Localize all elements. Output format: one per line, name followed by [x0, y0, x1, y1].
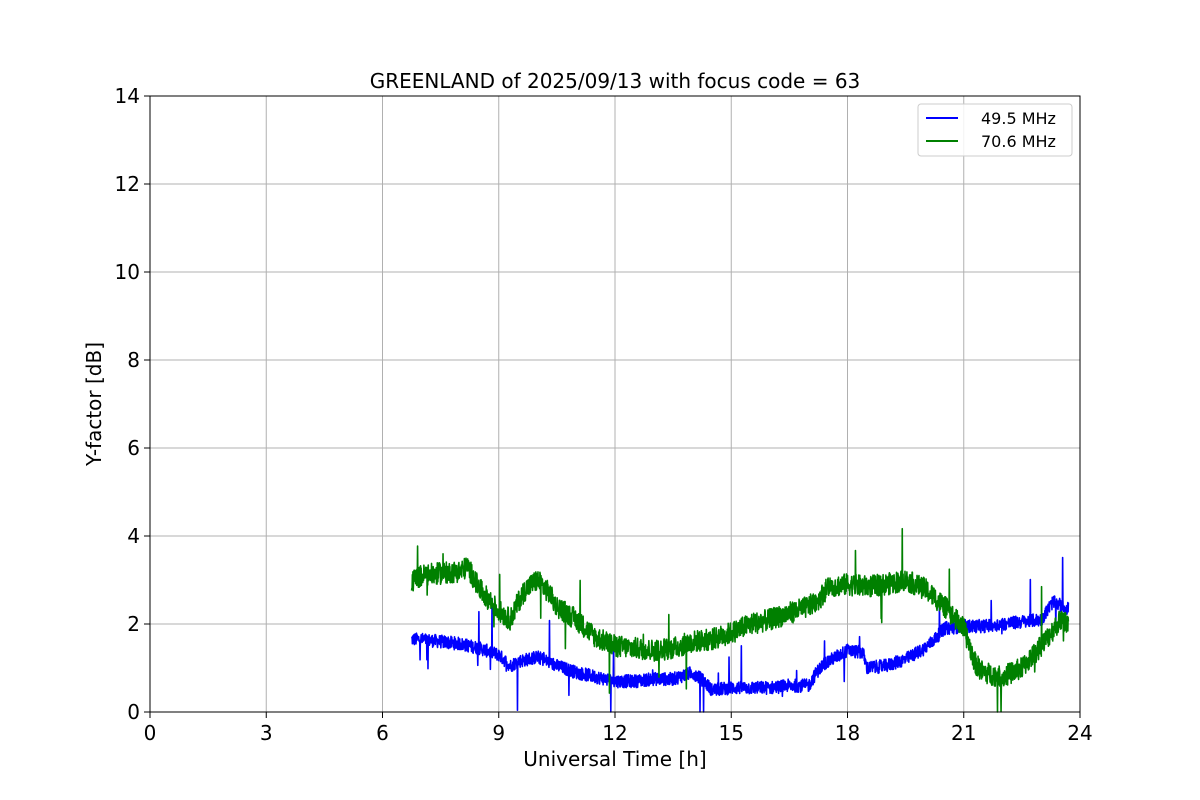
- chart-title: GREENLAND of 2025/09/13 with focus code …: [370, 69, 861, 93]
- x-tick-label: 24: [1067, 721, 1092, 745]
- y-axis-label: Y-factor [dB]: [82, 342, 106, 467]
- x-tick-label: 9: [492, 721, 505, 745]
- series-line-1: [410, 527, 1070, 713]
- y-tick-label: 10: [115, 260, 140, 284]
- x-axis-label: Universal Time [h]: [523, 747, 706, 771]
- y-tick-label: 12: [115, 172, 140, 196]
- x-tick-label: 12: [602, 721, 627, 745]
- x-tick-label: 6: [376, 721, 389, 745]
- y-tick-label: 4: [127, 524, 140, 548]
- x-tick-label: 18: [835, 721, 860, 745]
- x-tick-label: 3: [260, 721, 273, 745]
- x-tick-label: 0: [144, 721, 157, 745]
- y-tick-label: 14: [115, 84, 140, 108]
- legend-label: 70.6 MHz: [981, 132, 1056, 151]
- x-tick-label: 15: [719, 721, 744, 745]
- y-tick-label: 0: [127, 700, 140, 724]
- y-tick-label: 6: [127, 436, 140, 460]
- y-tick-label: 2: [127, 612, 140, 636]
- y-tick-label: 8: [127, 348, 140, 372]
- x-tick-label: 21: [951, 721, 976, 745]
- series-layer: [410, 527, 1070, 713]
- legend-label: 49.5 MHz: [981, 109, 1056, 128]
- legend: 49.5 MHz 70.6 MHz: [917, 103, 1073, 157]
